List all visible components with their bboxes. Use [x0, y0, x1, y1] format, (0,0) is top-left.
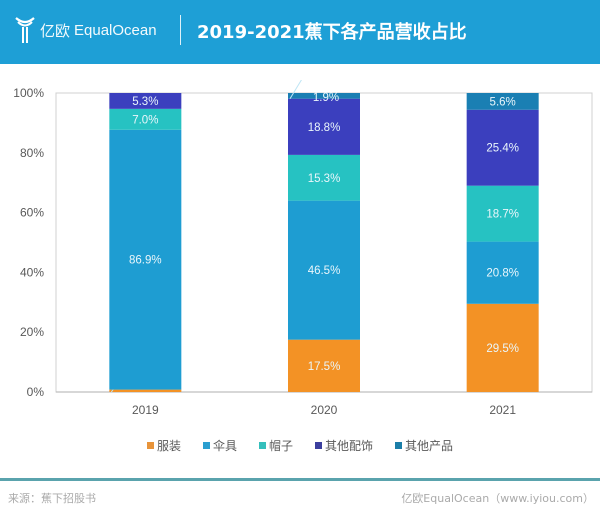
data-label: 86.9%: [129, 255, 162, 267]
legend-label: 帽子: [268, 439, 293, 453]
stacked-bar-chart: 0%20%40%60%80%100% 0.8%86.9%7.0%5.3%17.5…: [13, 80, 593, 417]
legend-item: 伞具: [202, 437, 237, 454]
bar-stack-2021: 29.5% 20.8% 18.7% 25.4% 5.6%: [466, 93, 539, 392]
y-tick-label: 20%: [20, 325, 44, 339]
logo: 亿欧 EqualOcean: [14, 16, 157, 44]
data-label: 15.3%: [308, 173, 341, 185]
bar-segment: [288, 154, 360, 201]
data-label: 17.5%: [308, 361, 341, 373]
data-label: 18.8%: [308, 122, 341, 134]
bar-segment: [109, 108, 182, 130]
bar-segment: [466, 93, 539, 110]
data-label: 1.9%: [313, 92, 339, 104]
legend-label: 服装: [156, 439, 181, 453]
legend-label: 伞具: [212, 439, 237, 453]
y-tick-label: 0%: [27, 385, 45, 399]
header-divider: [180, 15, 181, 45]
bar-segment: [466, 303, 539, 392]
data-label: 46.5%: [308, 265, 341, 277]
bar-segment: [109, 129, 182, 390]
bar-stack-2020: 17.5% 46.5% 15.3% 18.8% 1.9%: [288, 80, 360, 392]
legend-item: 其他配饰: [315, 437, 373, 454]
bar-segment: [288, 93, 360, 99]
bar-segment: [109, 93, 182, 109]
x-tick-label: 2020: [311, 403, 338, 417]
logo-mark-icon: [15, 17, 35, 43]
legend: 服装 伞具 帽子 其他配饰 其他产品: [0, 437, 600, 454]
x-tick-label: 2019: [132, 403, 159, 417]
y-tick-label: 80%: [20, 146, 44, 160]
y-tick-label: 100%: [13, 86, 44, 100]
data-label: 29.5%: [486, 343, 519, 355]
bar-segment: [466, 241, 539, 304]
bar-segment: [466, 109, 539, 186]
bar-segment: [288, 339, 360, 392]
legend-label: 其他产品: [405, 439, 454, 453]
leader-line: [289, 80, 302, 99]
data-label: 7.0%: [132, 114, 158, 126]
legend-item: 帽子: [258, 437, 293, 454]
bars: 0.8%86.9%7.0%5.3%17.5%46.5%15.3%18.8%1.9…: [109, 80, 539, 393]
data-label: 5.6%: [490, 96, 516, 108]
x-tick-label: 2021: [489, 403, 516, 417]
bar-stack-2019: 0.8%86.9%7.0%5.3%: [109, 93, 182, 393]
source-note: 来源：蕉下招股书: [8, 492, 96, 505]
data-label: 25.4%: [486, 143, 519, 155]
logo-en-text: EqualOcean: [74, 21, 157, 39]
legend-swatch: [146, 442, 154, 449]
data-label: 5.3%: [132, 96, 158, 108]
legend-swatch: [202, 442, 210, 449]
footer-divider: [0, 478, 600, 481]
legend-item: 服装: [146, 437, 181, 454]
legend-swatch: [315, 442, 322, 449]
data-label: 20.8%: [486, 268, 519, 280]
legend-item: 其他产品: [395, 437, 453, 454]
y-tick-label: 60%: [20, 206, 44, 220]
bar-segment: [288, 98, 360, 155]
chart-title: 2019-2021蕉下各产品营收占比: [197, 22, 467, 43]
x-axis: 2019 2020 2021: [132, 403, 516, 417]
data-label: 18.7%: [486, 209, 519, 221]
legend-swatch: [258, 442, 266, 449]
bar-segment: [466, 185, 539, 242]
legend-swatch: [395, 442, 403, 449]
logo-cn-text: 亿欧: [40, 21, 71, 40]
header-banner: 亿欧 EqualOcean 2019-2021蕉下各产品营收占比: [0, 0, 600, 64]
legend-label: 其他配饰: [325, 439, 374, 453]
y-tick-label: 40%: [20, 265, 44, 279]
bar-segment: [109, 389, 182, 392]
bar-segment: [288, 200, 360, 340]
credit-note: 亿欧EqualOcean（www.iyiou.com）: [401, 492, 594, 505]
